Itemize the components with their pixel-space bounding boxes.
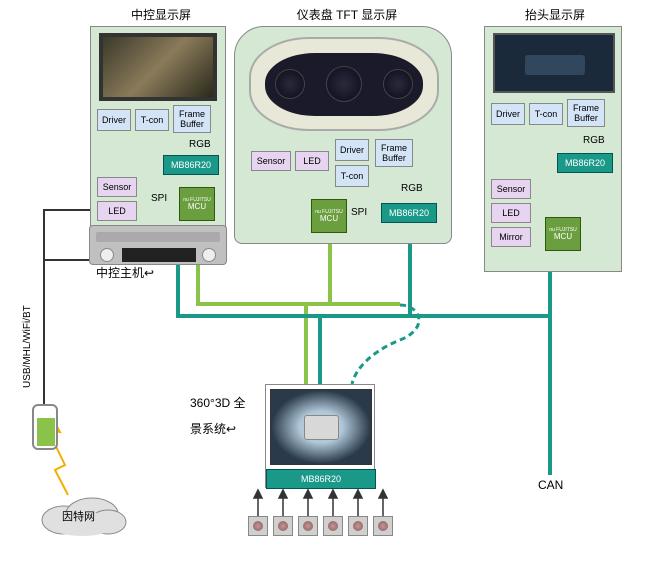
block-tcon-2: T-con (335, 165, 369, 187)
block-frame-buffer-2: Frame Buffer (375, 139, 413, 167)
cloud-internet: 因特网 (34, 494, 130, 536)
block-led-3: LED (491, 203, 531, 223)
label-panorama-1: 360°3D 全 (190, 394, 246, 411)
label-spi: SPI (151, 193, 167, 204)
car-top-icon (304, 415, 339, 440)
camera-4 (323, 516, 343, 536)
title-center-console: 中控显示屏 (106, 6, 216, 23)
cluster-gauges (265, 53, 423, 116)
title-hud: 抬头显示屏 (510, 6, 600, 23)
hud-display (493, 33, 615, 93)
block-driver: Driver (97, 109, 131, 131)
panel-instrument-cluster: Driver T-con Frame Buffer Sensor LED RGB… (234, 26, 452, 244)
gauge-right (383, 69, 413, 99)
panel-center-console: Driver T-con Frame Buffer RGB MB86R20 Se… (90, 26, 226, 244)
panel-hud: Driver T-con Frame Buffer RGB MB86R20 Se… (484, 26, 622, 272)
label-center-host: 中控主机↩ (96, 264, 154, 281)
block-frame-buffer-3: Frame Buffer (567, 99, 605, 127)
block-sensor-3: Sensor (491, 179, 531, 199)
panorama-block: MB86R20 (265, 384, 375, 488)
block-mcu: nu FUJITSU MCU (179, 187, 215, 221)
camera-row (248, 516, 393, 536)
mcu-label-2: MCU (320, 215, 338, 223)
gauge-left (275, 69, 305, 99)
block-tcon: T-con (135, 109, 169, 131)
block-sensor-2: Sensor (251, 151, 291, 171)
block-driver-2: Driver (335, 139, 369, 161)
label-rgb: RGB (189, 139, 211, 150)
cluster-display (249, 37, 439, 131)
chip-mb86r20-3: MB86R20 (557, 153, 613, 173)
block-frame-buffer: Frame Buffer (173, 105, 211, 133)
block-led: LED (97, 201, 137, 221)
camera-5 (348, 516, 368, 536)
block-mcu-2: nu FUJITSU MCU (311, 199, 347, 233)
label-rgb-3: RGB (583, 135, 605, 146)
center-host-unit (89, 225, 227, 265)
block-mcu-3: nu FUJITSU MCU (545, 217, 581, 251)
camera-3 (298, 516, 318, 536)
mcu-label-3: MCU (554, 233, 572, 241)
camera-2 (273, 516, 293, 536)
label-spi-2: SPI (351, 207, 367, 218)
title-instrument-cluster: 仪表盘 TFT 显示屏 (282, 6, 412, 23)
mcu-label: MCU (188, 203, 206, 211)
label-usb: USB/MHL/WiFi/BT (22, 268, 33, 388)
label-internet: 因特网 (62, 508, 95, 524)
camera-1 (248, 516, 268, 536)
center-display-image (99, 33, 217, 101)
camera-6 (373, 516, 393, 536)
block-sensor: Sensor (97, 177, 137, 197)
block-mirror: Mirror (491, 227, 531, 247)
phone-icon (32, 404, 58, 450)
gauge-center (326, 66, 362, 102)
chip-mb86r20-2: MB86R20 (381, 203, 437, 223)
chip-mb86r20-panorama: MB86R20 (266, 469, 376, 489)
label-rgb-2: RGB (401, 183, 423, 194)
block-led-2: LED (295, 151, 329, 171)
panorama-image (270, 389, 372, 465)
phone-screen (37, 418, 55, 446)
label-can: CAN (538, 478, 563, 492)
block-tcon-3: T-con (529, 103, 563, 125)
label-panorama-2: 景系统↩ (190, 420, 236, 437)
chip-mb86r20: MB86R20 (163, 155, 219, 175)
block-driver-3: Driver (491, 103, 525, 125)
